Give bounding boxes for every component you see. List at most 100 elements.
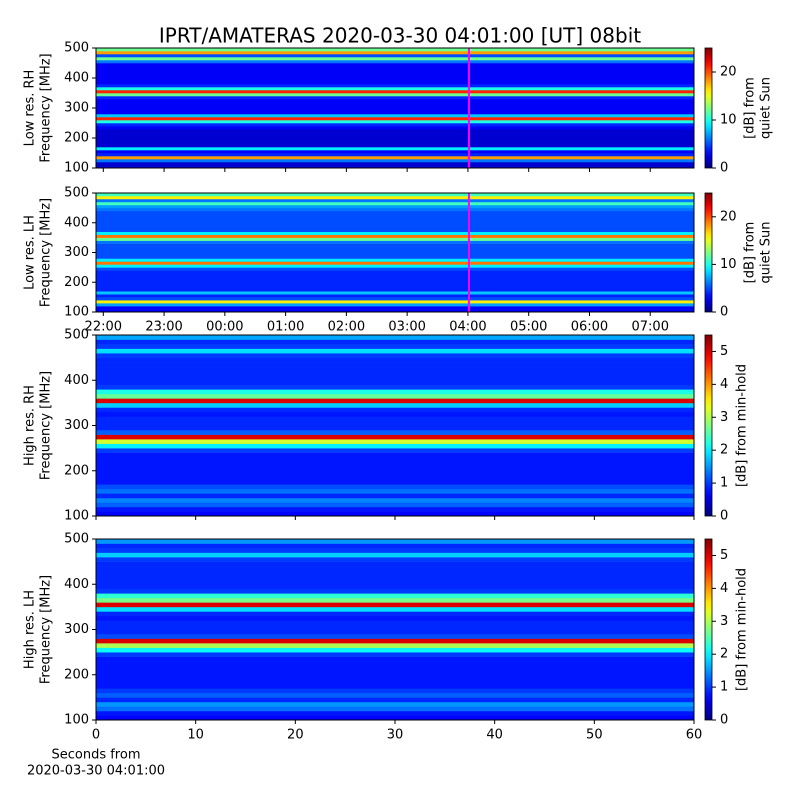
heatmap-cell <box>96 300 694 304</box>
heatmap-cell <box>96 615 694 621</box>
heatmap-cell <box>96 398 694 404</box>
heatmap-cell <box>96 475 694 481</box>
heatmap-cell <box>96 543 694 549</box>
heatmap-cell <box>96 291 694 295</box>
colorbar <box>704 538 713 721</box>
y-tick-label: 400 <box>64 577 89 592</box>
x-tick-label: 0 <box>92 728 100 743</box>
colorbar-tick-label: 10 <box>720 113 737 128</box>
heatmap-cell <box>96 240 694 244</box>
heatmap-cell <box>96 147 694 151</box>
heatmap-cell <box>96 620 694 626</box>
heatmap-cell <box>96 51 694 55</box>
heatmap-cell <box>96 511 694 517</box>
heatmap-cell <box>96 443 694 449</box>
heatmap-cell <box>96 539 694 544</box>
y-tick-label: 100 <box>64 305 89 320</box>
y-tick-label: 300 <box>64 622 89 637</box>
heatmap-cell <box>96 484 694 490</box>
heatmap-cell <box>96 198 694 203</box>
heatmap-cell <box>96 624 694 630</box>
colorbar-tick-label: 1 <box>720 476 728 491</box>
heatmap-cell <box>96 629 694 635</box>
heatmap-cell <box>96 258 694 262</box>
heatmap-cell <box>96 434 694 440</box>
heatmap-cell <box>96 138 694 142</box>
heatmap-cell <box>96 294 694 298</box>
colorbar-tick-label: 5 <box>720 548 728 563</box>
heatmap-cell <box>96 697 694 703</box>
heatmap-cell <box>96 54 694 58</box>
heatmap-cell <box>96 656 694 662</box>
heatmap-cell <box>96 575 694 581</box>
y-tick-label: 200 <box>64 667 89 682</box>
heatmap-cell <box>96 102 694 106</box>
heatmap-cell <box>96 60 694 64</box>
heatmap-cell <box>96 643 694 648</box>
heatmap-cell <box>96 466 694 472</box>
y-axis-label: Frequency [MHz] <box>39 53 54 162</box>
x-tick-label: 06:00 <box>571 320 608 335</box>
colorbar-tick-label: 4 <box>720 377 728 392</box>
heatmap-cell <box>96 270 694 274</box>
heatmap-cell <box>96 216 694 221</box>
heatmap-cell <box>96 237 694 241</box>
heatmap-cell <box>96 344 694 349</box>
heatmap-cell <box>96 488 694 494</box>
heatmap-cell <box>96 683 694 689</box>
colorbar-label: quiet Sun <box>759 77 774 139</box>
heatmap-cell <box>96 597 694 603</box>
y-tick-label: 100 <box>64 713 89 728</box>
heatmap-cell <box>96 285 694 289</box>
heatmap-cell <box>96 452 694 458</box>
heatmap-cell <box>96 66 694 70</box>
heatmap-cell <box>96 63 694 67</box>
heatmap-cell <box>96 141 694 145</box>
y-tick-label: 200 <box>64 463 89 478</box>
heatmap-cell <box>96 420 694 426</box>
heatmap-cell <box>96 570 694 576</box>
heatmap-cell <box>96 362 694 367</box>
heatmap-cell <box>96 246 694 250</box>
heatmap-cell <box>96 135 694 139</box>
heatmap-cell <box>96 425 694 431</box>
heatmap-cell <box>96 670 694 676</box>
heatmap-cell <box>96 69 694 73</box>
x-tick-label: 20 <box>287 728 304 743</box>
colorbar-tick-label: 0 <box>720 161 728 176</box>
heatmap-cell <box>96 210 694 215</box>
heatmap-cell <box>96 557 694 562</box>
heatmap-cell <box>96 506 694 512</box>
heatmap-cell <box>96 674 694 680</box>
heatmap-cell <box>96 279 694 283</box>
colorbar-label: quiet Sun <box>759 221 774 283</box>
heatmap-cell <box>96 380 694 386</box>
heatmap-cell <box>96 389 694 395</box>
heatmap-cell <box>96 588 694 594</box>
heatmap-cell <box>96 701 694 707</box>
colorbar-tick-label: 3 <box>720 410 728 425</box>
y-tick-label: 100 <box>64 509 89 524</box>
colorbar-label: [dB] from min-hold <box>735 568 750 691</box>
heatmap-cell <box>96 75 694 79</box>
y-axis-label: Frequency [MHz] <box>39 575 54 684</box>
heatmap-cell <box>96 593 694 599</box>
heatmap-cell <box>96 165 694 169</box>
heatmap-cell <box>96 579 694 585</box>
heatmap-cell <box>96 57 694 61</box>
y-tick-label: 400 <box>64 215 89 230</box>
x-tick-label: 23:00 <box>145 320 182 335</box>
y-axis-label: Frequency [MHz] <box>39 371 54 480</box>
y-axis-label: High res. RH <box>23 385 38 466</box>
heatmap-cell <box>96 306 694 310</box>
heatmap-cell <box>96 584 694 590</box>
x-tick-label: 04:00 <box>449 320 486 335</box>
y-tick-label: 300 <box>64 418 89 433</box>
y-tick-label: 500 <box>64 532 89 547</box>
heatmap-cell <box>96 123 694 127</box>
heatmap-cell <box>96 228 694 232</box>
y-tick-label: 200 <box>64 131 89 146</box>
heatmap-cell <box>96 153 694 157</box>
heatmap-cell <box>96 335 694 340</box>
x-tick-label: 05:00 <box>510 320 547 335</box>
